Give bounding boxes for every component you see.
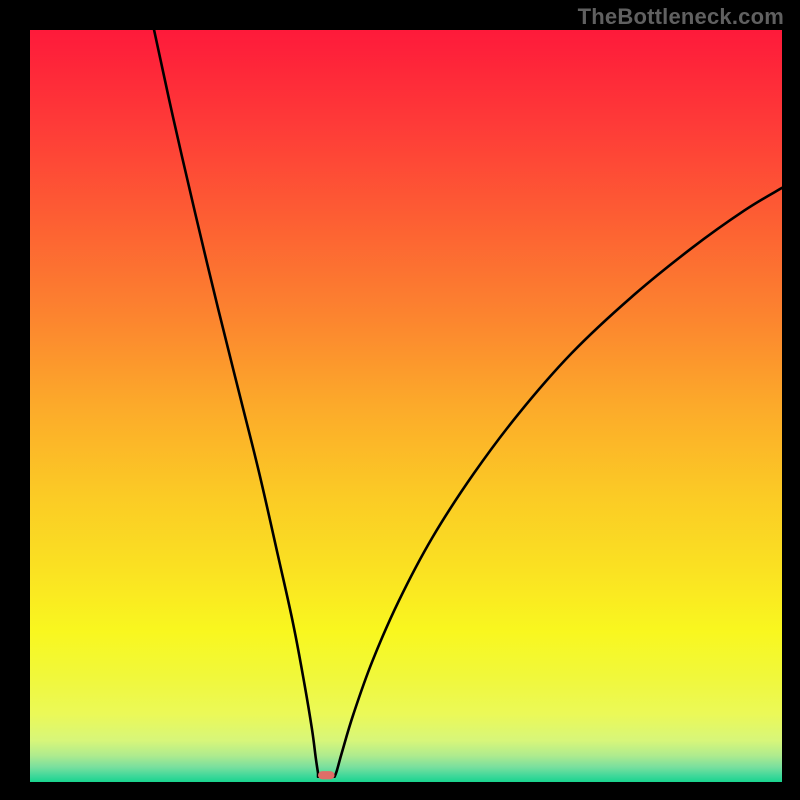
optimal-point-marker: [318, 771, 335, 779]
figure-container: TheBottleneck.com: [0, 0, 800, 800]
plot-background-gradient: [30, 30, 782, 782]
bottleneck-chart: [0, 0, 800, 800]
watermark-text: TheBottleneck.com: [578, 4, 784, 30]
